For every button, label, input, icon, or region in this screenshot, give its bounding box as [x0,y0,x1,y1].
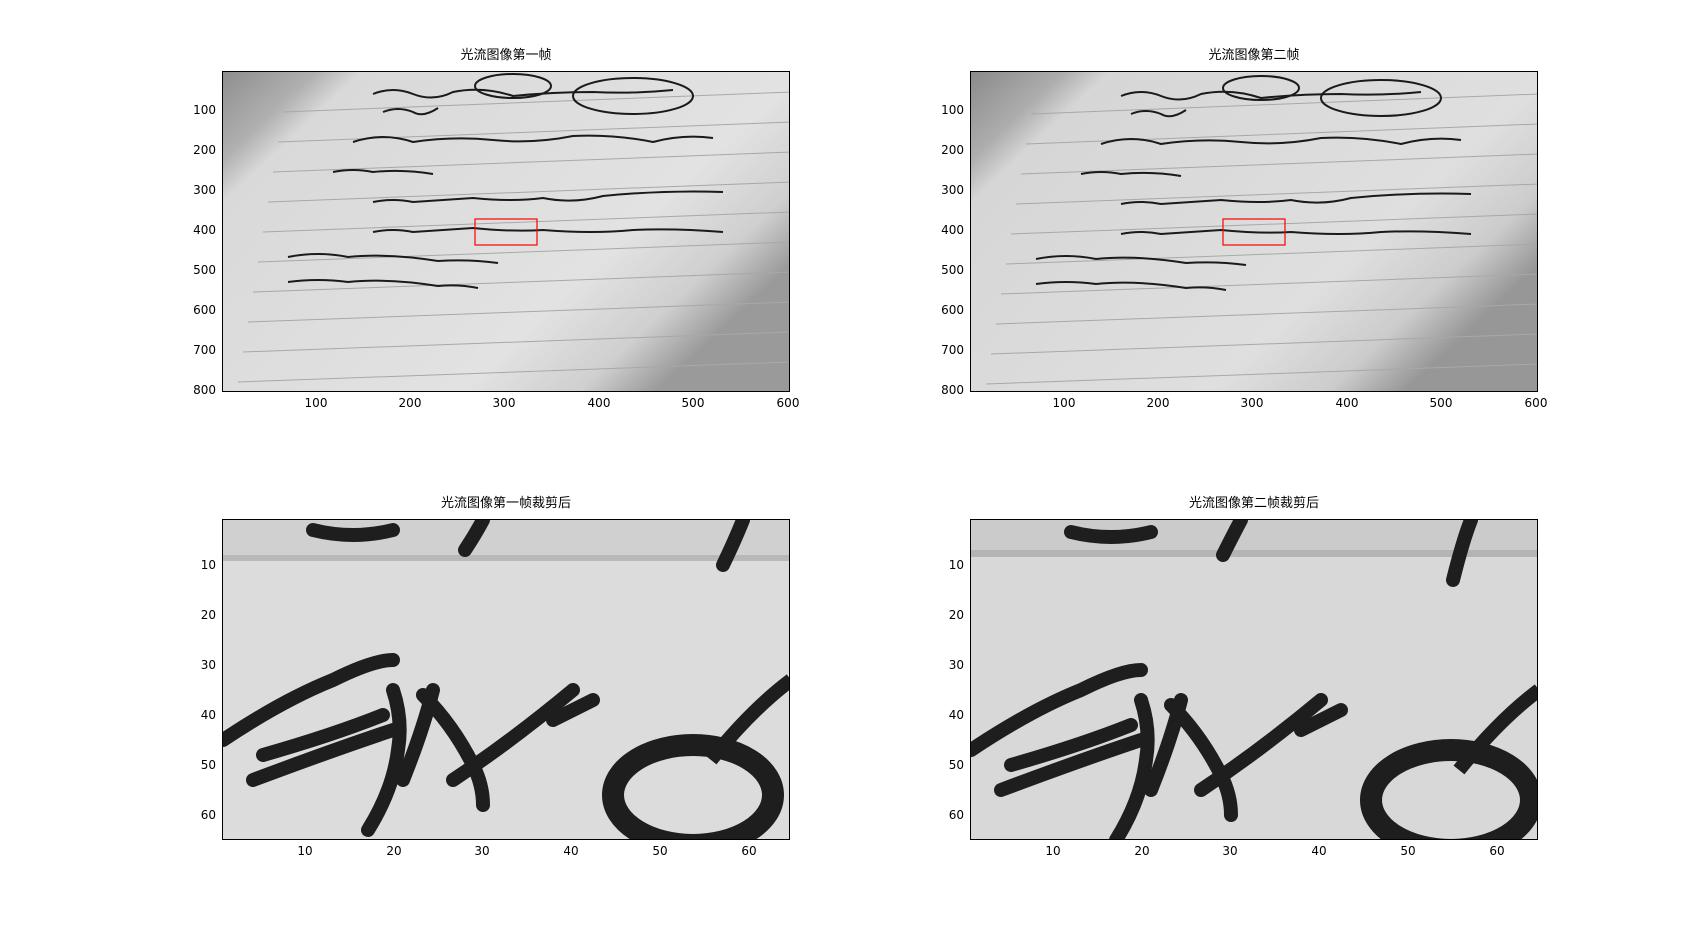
x-tick: 100 [304,396,328,410]
x-tick: 50 [652,844,668,858]
x-tick: 100 [1052,396,1076,410]
image-axes-crop1 [222,519,790,840]
y-tick: 500 [941,263,964,277]
x-tick: 200 [398,396,422,410]
x-tick: 20 [386,844,402,858]
x-tick: 300 [492,396,516,410]
y-tick: 100 [193,103,216,117]
panel-title: 光流图像第一帧 [460,48,552,63]
cropped-image [223,520,789,839]
x-tick: 400 [1335,396,1359,410]
y-tick: 20 [200,608,216,622]
y-tick: 700 [193,343,216,357]
y-tick: 50 [200,758,216,772]
y-tick: 300 [941,183,964,197]
y-tick: 400 [941,223,964,237]
y-tick: 200 [941,143,964,157]
y-tick: 60 [200,808,216,822]
x-tick: 500 [1429,396,1453,410]
image-axes-frame1 [222,71,790,392]
x-tick: 50 [1400,844,1416,858]
x-tick: 20 [1134,844,1150,858]
panel-title: 光流图像第一帧裁剪后 [440,496,571,511]
y-tick: 60 [948,808,964,822]
roi-box [474,218,538,246]
roi-box [1222,218,1286,246]
y-tick: 200 [193,143,216,157]
y-tick: 400 [193,223,216,237]
x-tick: 60 [1489,844,1505,858]
y-tick: 700 [941,343,964,357]
notebook-image [223,72,789,391]
image-axes-frame2 [970,71,1538,392]
x-tick: 30 [474,844,490,858]
panel-title: 光流图像第二帧 [1208,48,1300,63]
x-tick: 10 [297,844,313,858]
y-tick: 800 [941,383,964,397]
x-tick: 400 [587,396,611,410]
y-tick: 40 [200,708,216,722]
x-tick: 200 [1146,396,1170,410]
y-tick: 30 [948,658,964,672]
y-tick: 300 [193,183,216,197]
y-tick: 100 [941,103,964,117]
notebook-image [971,72,1537,391]
y-tick: 20 [948,608,964,622]
panel-title: 光流图像第二帧裁剪后 [1188,496,1319,511]
y-tick: 30 [200,658,216,672]
y-tick: 800 [193,383,216,397]
x-tick: 10 [1045,844,1061,858]
x-tick: 600 [1524,396,1548,410]
x-tick: 600 [776,396,800,410]
image-axes-crop2 [970,519,1538,840]
x-tick: 30 [1222,844,1238,858]
x-tick: 40 [1311,844,1327,858]
cropped-image [971,520,1537,839]
x-tick: 500 [681,396,705,410]
y-tick: 500 [193,263,216,277]
y-tick: 40 [948,708,964,722]
x-tick: 60 [741,844,757,858]
x-tick: 40 [563,844,579,858]
y-tick: 50 [948,758,964,772]
x-tick: 300 [1240,396,1264,410]
y-tick: 10 [948,558,964,572]
y-tick: 600 [193,303,216,317]
y-tick: 10 [200,558,216,572]
y-tick: 600 [941,303,964,317]
